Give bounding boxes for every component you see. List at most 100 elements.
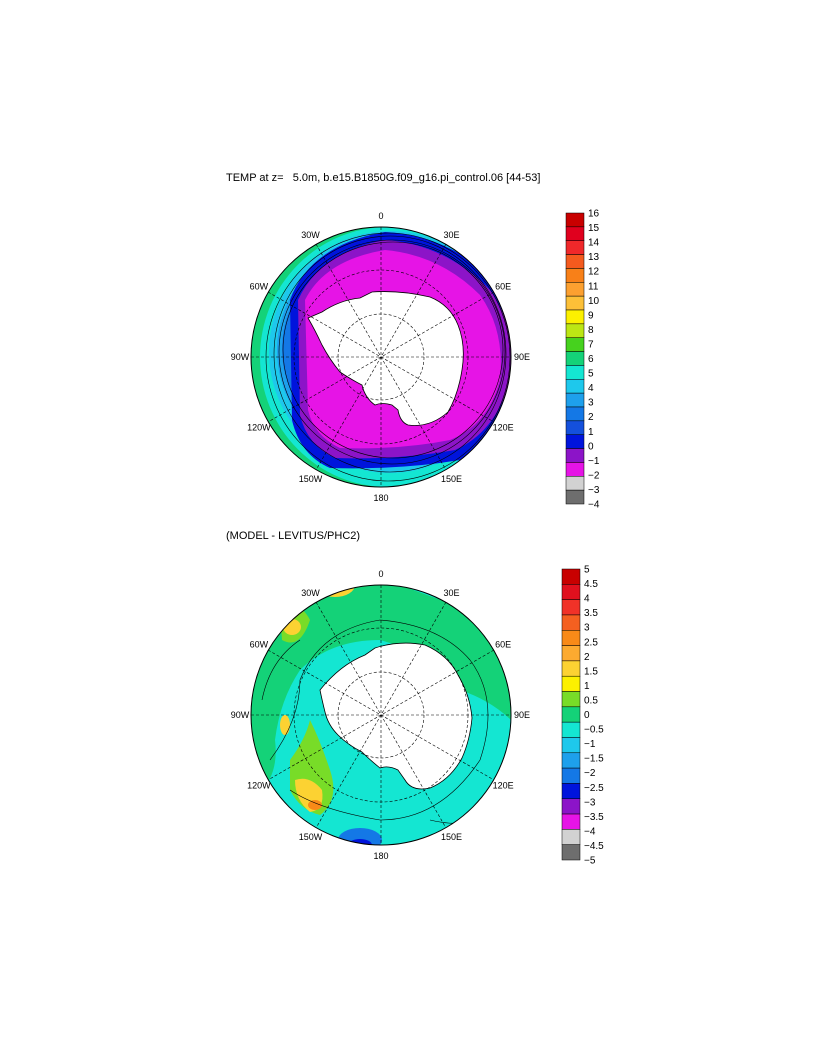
colorbar-box	[561, 584, 581, 600]
colorbar-box	[561, 630, 581, 646]
lon-label: 60W	[250, 640, 269, 650]
lon-label: 0	[378, 211, 383, 221]
colorbar-label: 8	[588, 325, 594, 336]
lon-label: 30W	[301, 588, 320, 598]
lon-label: 90W	[231, 710, 250, 720]
colorbar-label: 6	[588, 354, 594, 365]
colorbar-label: 5	[584, 565, 590, 576]
lon-label: 180	[373, 493, 388, 503]
colorbar-box	[561, 813, 581, 830]
lon-label: 90E	[514, 710, 530, 720]
lon-label: 60W	[250, 282, 269, 292]
colorbar-box	[565, 392, 585, 408]
colorbar-label: −4	[588, 500, 600, 511]
bottom-colorbar: 5 4.5 4 3.5 3 2.5 2 1.5 1 0.5 0 −0.5 −1 −1.5 −2 −2.5 −3 −…	[561, 565, 604, 867]
lon-label: 150E	[441, 832, 462, 842]
bottom-map-title: (MODEL - LEVITUS/PHC2)	[226, 530, 361, 542]
colorbar-label: 0	[588, 441, 594, 452]
colorbar-label: 12	[588, 267, 600, 278]
colorbar-label: 4	[584, 594, 590, 605]
colorbar-box	[561, 568, 581, 585]
colorbar-label: −3	[584, 797, 596, 808]
colorbar-box	[565, 226, 585, 241]
lon-label: 120W	[247, 781, 271, 791]
colorbar-label: 9	[588, 310, 594, 321]
lon-label: 30W	[301, 230, 320, 240]
colorbar-box	[565, 323, 585, 338]
colorbar-label: 2	[584, 652, 590, 663]
lon-label: 120E	[493, 781, 514, 791]
top-polar-map: 0 30E 60E 90E 120E 150E 180 150W 120W 90W 60W 30W	[231, 211, 530, 503]
lon-label: 30E	[443, 230, 459, 240]
colorbar-label: −1	[584, 739, 596, 750]
colorbar-box	[565, 240, 585, 255]
lon-label: 0	[378, 569, 383, 579]
colorbar-label: 3	[584, 623, 590, 634]
colorbar-label: −2.5	[584, 783, 604, 794]
top-map-title: TEMP at z= 5.0m, b.e15.B1850G.f09_g16.pi…	[226, 172, 541, 184]
colorbar-label: 13	[588, 252, 600, 263]
colorbar-label: −0.5	[584, 725, 604, 736]
colorbar-box	[561, 675, 581, 692]
colorbar-label: −3	[588, 485, 600, 496]
colorbar-label: −4.5	[584, 841, 604, 852]
colorbar-label: 7	[588, 340, 594, 351]
colorbar-box	[565, 351, 585, 366]
lon-label: 90W	[231, 352, 250, 362]
colorbar-box	[565, 406, 585, 422]
lon-label: 60E	[495, 282, 511, 292]
colorbar-box	[561, 706, 581, 723]
lon-label: 180	[373, 851, 388, 861]
colorbar-label: 5	[588, 369, 594, 380]
colorbar-box	[561, 660, 581, 677]
colorbar-box	[561, 737, 581, 754]
colorbar-label: 4	[588, 383, 594, 394]
colorbar-box	[565, 420, 585, 435]
top-map-border	[250, 226, 512, 488]
colorbar-label: −4	[584, 826, 596, 837]
colorbar-label: 14	[588, 238, 600, 249]
colorbar-label: 2.5	[584, 637, 598, 648]
lon-label: 60E	[495, 640, 511, 650]
colorbar-box	[565, 434, 585, 449]
colorbar-box	[565, 337, 585, 352]
colorbar-box	[565, 489, 585, 505]
colorbar-box	[561, 645, 581, 662]
colorbar-label: −2	[588, 470, 600, 481]
colorbar-box	[565, 462, 585, 477]
colorbar-label: 4.5	[584, 579, 598, 590]
colorbar-box	[561, 721, 581, 738]
colorbar-label: 1	[588, 427, 594, 438]
colorbar-box	[565, 212, 585, 228]
colorbar-label: −2	[584, 768, 596, 779]
lon-label: 150W	[299, 832, 323, 842]
colorbar-box	[561, 752, 581, 769]
colorbar-label: 3.5	[584, 608, 598, 619]
colorbar-label: 1.5	[584, 666, 598, 677]
colorbar-box	[561, 614, 581, 631]
colorbar-label: 2	[588, 412, 594, 423]
colorbar-box	[565, 379, 585, 394]
colorbar-label: 0	[584, 710, 590, 721]
colorbar-label: 1	[584, 681, 590, 692]
colorbar-box	[565, 282, 585, 297]
colorbar-box	[561, 783, 581, 799]
colorbar-label: 10	[588, 296, 600, 307]
lon-label: 150E	[441, 474, 462, 484]
colorbar-box	[561, 767, 581, 784]
colorbar-label: −1	[588, 456, 600, 467]
colorbar-label: −1.5	[584, 754, 604, 765]
colorbar-label: −3.5	[584, 812, 604, 823]
colorbar-box	[561, 844, 581, 861]
lon-label: 150W	[299, 474, 323, 484]
colorbar-label: 0.5	[584, 696, 598, 707]
colorbar-label: 15	[588, 223, 600, 234]
colorbar-box	[565, 476, 585, 491]
colorbar-box	[561, 599, 581, 616]
colorbar-box	[565, 295, 585, 311]
colorbar-label: 3	[588, 398, 594, 409]
colorbar-box	[565, 448, 585, 463]
colorbar-box	[561, 829, 581, 845]
